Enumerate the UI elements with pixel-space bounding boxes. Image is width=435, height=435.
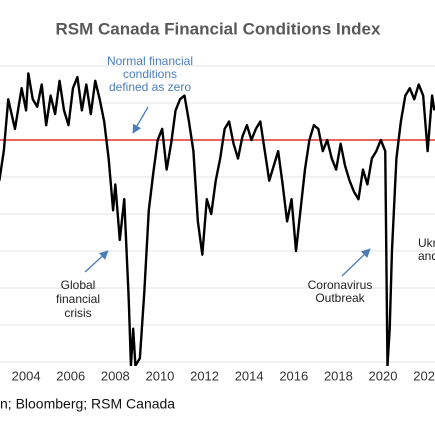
x-tick-label: 202: [413, 368, 435, 383]
annotation: financial: [56, 292, 100, 306]
x-tick-label: 2020: [369, 368, 398, 383]
x-tick-label: 2010: [145, 368, 174, 383]
line: [0, 72, 435, 366]
annotation: defined as zero: [109, 80, 191, 94]
annotation: and: [418, 249, 435, 263]
annotation: Outbreak: [315, 291, 365, 305]
annotation: crisis: [64, 306, 91, 320]
x-tick-label: 2004: [12, 368, 41, 383]
annotation: Normal financial: [107, 54, 193, 68]
arrow: [341, 248, 371, 277]
x-tick-label: 2012: [190, 368, 219, 383]
x-tick-label: 2018: [324, 368, 353, 383]
source: n; Bloomberg; RSM Canada: [0, 396, 175, 412]
arrow: [132, 106, 149, 134]
x-tick-label: 2016: [279, 368, 308, 383]
annotation: Coronavirus: [308, 278, 373, 292]
arrow: [84, 250, 109, 273]
x-tick-label: 2006: [56, 368, 85, 383]
x-tick-label: 2008: [101, 368, 130, 383]
annotation: Ukr: [418, 236, 435, 250]
annotation: Global: [61, 278, 96, 292]
chart-title: RSM Canada Financial Conditions Index: [56, 19, 381, 38]
x-tick-label: 2014: [235, 368, 264, 383]
annotation: conditions: [123, 67, 177, 81]
